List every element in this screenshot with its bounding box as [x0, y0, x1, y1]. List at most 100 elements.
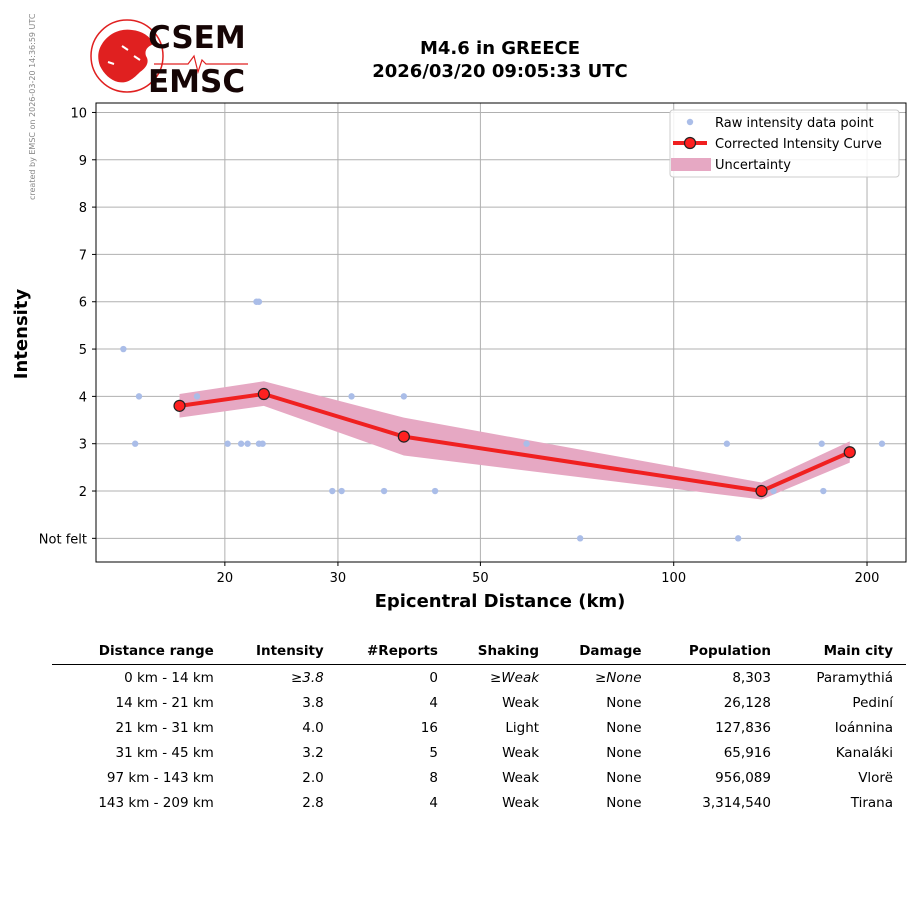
- table-cell: Tirana: [850, 794, 893, 811]
- table-row: 97 km - 143 km 2.0 8 Weak None 956,089 Vlorë: [52, 765, 906, 790]
- y-tick-label: 4: [79, 390, 87, 405]
- table-cell: 5: [429, 744, 438, 761]
- y-tick-label: Not felt: [39, 532, 87, 547]
- table-row: 14 km - 21 km 3.8 4 Weak None 26,128 Pediní: [52, 690, 906, 715]
- table-cell: Pediní: [852, 694, 893, 711]
- raw-intensity-point: [348, 393, 355, 400]
- corrected-intensity-point: [257, 387, 270, 401]
- raw-intensity-point: [431, 487, 439, 495]
- table-cell: 14 km - 21 km: [115, 694, 214, 711]
- x-tick-label: 200: [855, 571, 880, 586]
- raw-intensity-point: [120, 345, 127, 353]
- table-cell: ≥None: [594, 669, 642, 686]
- table-cell: 4.0: [302, 719, 324, 736]
- raw-intensity-point: [380, 487, 388, 495]
- raw-intensity-point: [255, 298, 263, 305]
- raw-points-layer: [120, 298, 886, 542]
- table-header-cell: Intensity: [226, 640, 337, 665]
- table-cell: Kanaláki: [835, 744, 893, 761]
- raw-intensity-point: [244, 440, 251, 447]
- y-tick-label: 5: [79, 343, 87, 358]
- table-cell: Vlorë: [858, 769, 893, 786]
- table-header-cell: Damage: [552, 640, 655, 665]
- legend-entry-label: Corrected Intensity Curve: [715, 137, 882, 152]
- raw-intensity-point: [338, 487, 345, 495]
- y-tick-label: 9: [79, 154, 87, 169]
- table-cell: 2.0: [302, 769, 324, 786]
- emsc-logo: CSEM EMSC: [90, 19, 248, 100]
- table-cell: 3.2: [302, 744, 324, 761]
- table-cell: 4: [429, 794, 438, 811]
- raw-intensity-point: [820, 487, 827, 495]
- corrected-curve-layer: [173, 387, 856, 498]
- table-cell: 0 km - 14 km: [124, 669, 214, 686]
- uncertainty-band: [179, 381, 850, 500]
- table-cell: Weak: [502, 794, 540, 811]
- table-row: 21 km - 31 km 4.0 16 Light None 127,836 Ioánni…: [52, 715, 906, 740]
- corrected-intensity-point: [843, 446, 856, 459]
- table-cell: 4: [429, 694, 438, 711]
- raw-intensity-point: [400, 393, 408, 400]
- table-cell: 65,916: [723, 744, 771, 761]
- x-tick-label: 20: [217, 571, 234, 586]
- axes: Not felt 2 3 4 5 6 7 8 9 10 20 30 50 100 200: [39, 102, 907, 586]
- table-cell: 2.8: [302, 794, 324, 811]
- table-header-row: Distance range Intensity #Reports Shaking Da…: [52, 640, 906, 665]
- table-cell: 16: [420, 719, 438, 736]
- table-cell: 31 km - 45 km: [115, 744, 214, 761]
- raw-intensity-point: [576, 535, 584, 542]
- y-axis-label: Intensity: [11, 289, 32, 380]
- plot-frame: [95, 102, 907, 563]
- table-cell: 26,128: [723, 694, 771, 711]
- table-cell: Ioánnina: [834, 719, 893, 736]
- table-row: 143 km - 209 km 2.8 4 Weak None 3,314,540 Tira…: [52, 790, 906, 815]
- table-row: 31 km - 45 km 3.2 5 Weak None 65,916 Kanaláki: [52, 740, 906, 765]
- table-cell: Weak: [502, 769, 540, 786]
- x-tick-label: 30: [330, 571, 347, 586]
- logo-text-csem: CSEM: [148, 20, 246, 56]
- raw-intensity-point: [523, 440, 530, 447]
- table-cell: ≥Weak: [490, 669, 540, 686]
- raw-intensity-point: [723, 440, 731, 447]
- raw-intensity-point: [770, 487, 777, 495]
- table-cell: 21 km - 31 km: [115, 719, 214, 736]
- x-axis-label: Epicentral Distance (km): [375, 591, 626, 612]
- y-tick-label: 3: [79, 438, 87, 453]
- table-cell: Weak: [502, 694, 540, 711]
- table-cell: 143 km - 209 km: [98, 794, 214, 811]
- raw-intensity-point: [878, 440, 886, 447]
- legend-box: [669, 109, 900, 178]
- y-tick-label: 6: [79, 296, 87, 311]
- raw-intensity-point: [193, 393, 201, 400]
- legend-uncertainty-swatch: [671, 158, 711, 171]
- raw-intensity-point: [224, 440, 231, 447]
- y-tick-label: 8: [79, 201, 87, 216]
- y-tick-label: 10: [70, 106, 87, 121]
- legend-entry-label: Uncertainty: [715, 158, 791, 173]
- table-cell: None: [606, 769, 642, 786]
- table-cell: 3.8: [302, 694, 324, 711]
- uncertainty-band-layer: [179, 381, 850, 500]
- raw-intensity-point: [818, 440, 825, 447]
- corrected-intensity-point: [397, 430, 410, 443]
- table-cell: 8,303: [732, 669, 771, 686]
- seismogram-icon: [154, 54, 248, 75]
- corrected-intensity-point: [173, 399, 186, 412]
- table-cell: None: [606, 744, 642, 761]
- chart-title-event: M4.6 in GREECE: [419, 38, 581, 59]
- raw-intensity-point: [131, 440, 139, 447]
- raw-intensity-point: [259, 440, 266, 447]
- raw-intensity-point: [734, 535, 742, 542]
- europe-map-icon: [98, 29, 154, 83]
- x-tick-label: 100: [661, 571, 686, 586]
- raw-intensity-point: [135, 393, 143, 400]
- legend-entry-label: Raw intensity data point: [715, 116, 874, 131]
- logo-text-emsc: EMSC: [148, 64, 245, 100]
- y-tick-label: 7: [79, 248, 87, 263]
- table-cell: None: [606, 694, 642, 711]
- legend-raw-marker: [686, 118, 694, 126]
- table-header-cell: Population: [654, 640, 784, 665]
- x-tick-label: 50: [472, 571, 489, 586]
- y-tick-label: 2: [79, 485, 87, 500]
- table-cell: 8: [429, 769, 438, 786]
